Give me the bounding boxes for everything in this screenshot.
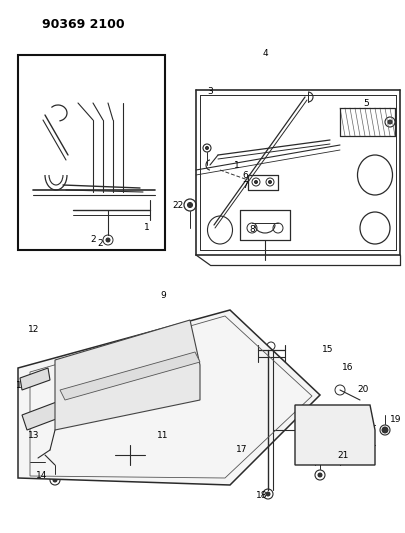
Text: 21: 21 <box>337 450 348 459</box>
Circle shape <box>187 203 192 207</box>
Circle shape <box>317 473 321 477</box>
Text: 4: 4 <box>262 50 267 59</box>
Text: 8: 8 <box>249 225 254 235</box>
Text: 9: 9 <box>160 290 166 300</box>
Circle shape <box>268 181 271 183</box>
Text: 2: 2 <box>90 236 96 245</box>
Polygon shape <box>60 352 200 400</box>
Text: 3: 3 <box>207 87 212 96</box>
Polygon shape <box>294 405 374 465</box>
Circle shape <box>56 408 60 412</box>
Text: 6: 6 <box>241 171 247 180</box>
Text: 22: 22 <box>172 200 183 209</box>
Circle shape <box>387 120 391 124</box>
Text: 16: 16 <box>341 364 353 373</box>
Circle shape <box>53 478 57 482</box>
Circle shape <box>351 432 357 438</box>
Circle shape <box>128 463 132 467</box>
Circle shape <box>33 416 37 420</box>
Text: 7: 7 <box>241 181 247 190</box>
Text: 5: 5 <box>362 100 368 109</box>
Bar <box>18 55 164 250</box>
Circle shape <box>106 238 110 242</box>
Circle shape <box>381 427 387 433</box>
Text: 18: 18 <box>256 491 267 500</box>
Text: 11: 11 <box>157 431 168 440</box>
Circle shape <box>265 492 269 496</box>
Text: 19: 19 <box>389 416 401 424</box>
Text: 12: 12 <box>28 326 40 335</box>
Text: 1: 1 <box>144 223 149 232</box>
Text: 90369 2100: 90369 2100 <box>42 18 124 31</box>
Text: 2: 2 <box>97 238 102 247</box>
Text: 13: 13 <box>28 431 40 440</box>
Text: 17: 17 <box>236 446 247 455</box>
Circle shape <box>254 181 257 183</box>
Polygon shape <box>20 368 50 390</box>
Polygon shape <box>22 395 80 430</box>
Text: 10: 10 <box>16 381 28 390</box>
Circle shape <box>205 147 208 149</box>
Polygon shape <box>55 320 200 430</box>
Text: 1: 1 <box>234 160 239 169</box>
Polygon shape <box>18 310 319 485</box>
Text: 14: 14 <box>36 471 47 480</box>
Text: 20: 20 <box>356 385 368 394</box>
Circle shape <box>49 462 55 468</box>
Text: 15: 15 <box>322 344 333 353</box>
